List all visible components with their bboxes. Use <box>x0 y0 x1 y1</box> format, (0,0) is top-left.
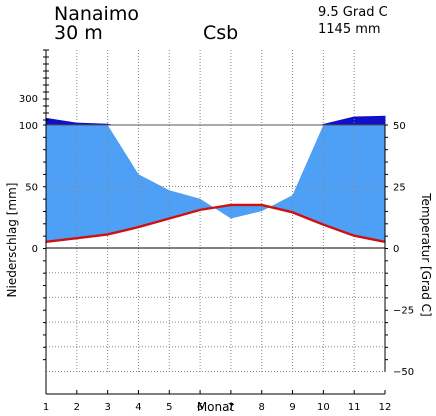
perhumid-area <box>353 115 386 126</box>
x-axis-title: Monat <box>197 400 235 414</box>
x-tick-label: 2 <box>74 402 80 413</box>
climate-class: Csb <box>203 22 239 44</box>
perhumid-area <box>45 117 78 126</box>
perhumid-area <box>322 116 355 126</box>
x-tick-label: 9 <box>289 402 295 413</box>
x-tick-label: 11 <box>348 402 361 413</box>
right-axis-title: Temperatur [Grad C] <box>419 192 433 316</box>
left-tick-label: 300 <box>19 94 38 105</box>
x-tick-label: 8 <box>259 402 265 413</box>
x-tick-label: 7 <box>228 402 234 413</box>
right-tick-label: −25 <box>393 306 414 317</box>
station-elevation: 30 m <box>54 22 103 44</box>
x-tick-label: 6 <box>197 402 203 413</box>
x-tick-label: 1 <box>43 402 49 413</box>
left-axis-title: Niederschlag [mm] <box>5 183 19 298</box>
left-tick-label: 0 <box>32 244 38 255</box>
x-tick-label: 5 <box>166 402 172 413</box>
x-tick-label: 3 <box>104 402 110 413</box>
x-tick-label: 10 <box>317 402 330 413</box>
temperature-line <box>45 203 386 244</box>
annual-temperature: 9.5 Grad C <box>318 5 388 20</box>
x-tick-label: 12 <box>379 402 392 413</box>
humid-area <box>46 125 385 242</box>
left-tick-label: 100 <box>19 121 38 132</box>
left-tick-label: 50 <box>25 183 38 194</box>
right-tick-label: 50 <box>393 121 406 132</box>
annual-precipitation: 1145 mm <box>318 22 381 37</box>
right-tick-label: 0 <box>393 244 399 255</box>
x-tick-label: 4 <box>135 402 141 413</box>
station-name: Nanaimo <box>54 3 139 25</box>
right-tick-label: 25 <box>393 183 406 194</box>
right-tick-label: −50 <box>393 367 414 378</box>
